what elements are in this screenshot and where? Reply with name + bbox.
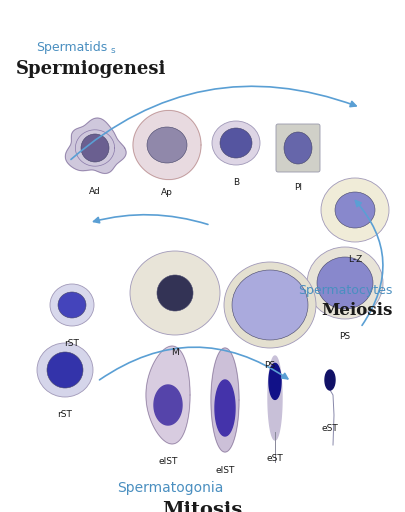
Ellipse shape — [37, 343, 93, 397]
Polygon shape — [215, 380, 235, 436]
Text: L-Z: L-Z — [348, 255, 362, 264]
Ellipse shape — [47, 352, 83, 388]
Ellipse shape — [130, 251, 220, 335]
Text: M: M — [171, 348, 179, 357]
Text: elST: elST — [215, 466, 234, 475]
Polygon shape — [325, 370, 335, 390]
Text: Spermatocytes: Spermatocytes — [298, 284, 393, 297]
Text: Mitosis: Mitosis — [162, 501, 243, 512]
Polygon shape — [133, 111, 201, 180]
Polygon shape — [211, 348, 239, 452]
Ellipse shape — [317, 257, 373, 309]
Ellipse shape — [335, 192, 375, 228]
Text: Ap: Ap — [161, 188, 173, 197]
Text: Spermatogonia: Spermatogonia — [117, 481, 223, 495]
Ellipse shape — [50, 284, 94, 326]
Ellipse shape — [157, 275, 193, 311]
Polygon shape — [154, 385, 182, 425]
Text: Spermatids: Spermatids — [36, 41, 108, 54]
Ellipse shape — [220, 128, 252, 158]
Text: s: s — [111, 46, 115, 55]
Polygon shape — [268, 356, 282, 440]
Text: eST: eST — [322, 424, 338, 433]
Text: Meiosis: Meiosis — [322, 302, 393, 319]
Polygon shape — [269, 364, 281, 399]
Text: Spermiogenesi: Spermiogenesi — [16, 60, 166, 78]
Polygon shape — [146, 346, 190, 444]
Ellipse shape — [321, 178, 389, 242]
Ellipse shape — [147, 127, 187, 163]
Ellipse shape — [232, 270, 308, 340]
Ellipse shape — [284, 132, 312, 164]
Text: Pl: Pl — [294, 183, 302, 192]
FancyBboxPatch shape — [276, 124, 320, 172]
Ellipse shape — [212, 121, 260, 165]
Ellipse shape — [224, 262, 316, 348]
Polygon shape — [65, 118, 126, 174]
Text: B: B — [233, 178, 239, 187]
Text: eST: eST — [266, 454, 284, 463]
Ellipse shape — [307, 247, 383, 319]
Text: rST: rST — [58, 410, 72, 419]
Text: rST: rST — [64, 339, 79, 348]
Text: PS: PS — [264, 361, 275, 370]
Ellipse shape — [58, 292, 86, 318]
Ellipse shape — [81, 134, 109, 162]
Text: PS: PS — [339, 332, 351, 341]
Text: elST: elST — [158, 457, 178, 466]
Text: Ad: Ad — [89, 187, 101, 196]
